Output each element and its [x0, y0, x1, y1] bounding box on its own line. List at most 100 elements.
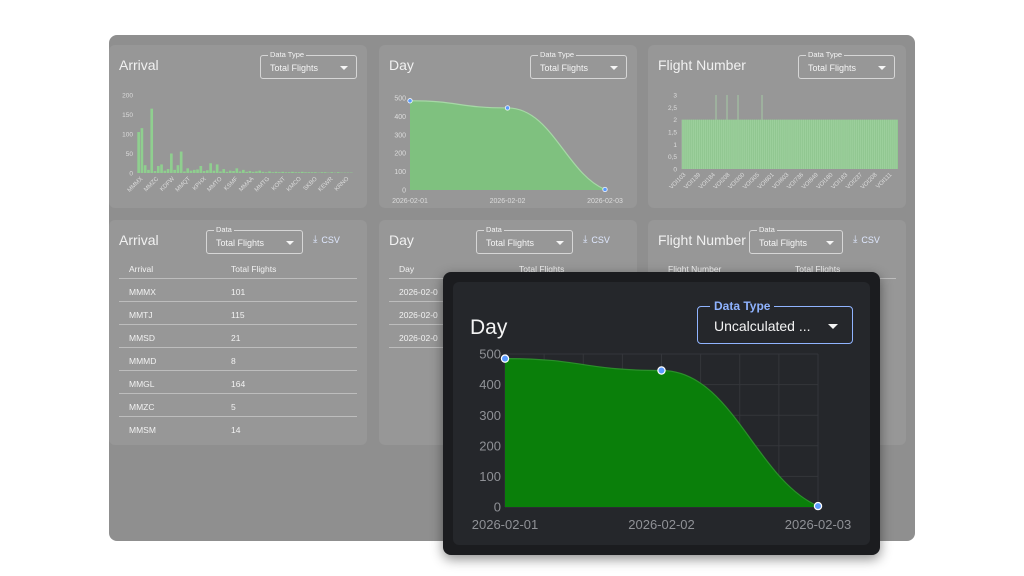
table-row[interactable]: MMTJ 115	[119, 302, 357, 325]
table-cell: MMZC	[129, 402, 155, 412]
bar	[297, 172, 301, 173]
csv-download-button[interactable]: ⤓ CSV	[853, 234, 880, 245]
chevron-down-icon	[878, 66, 886, 70]
table-row[interactable]: MMSM 14	[119, 417, 357, 440]
table-row[interactable]: MMMD 8	[119, 348, 357, 371]
table-row[interactable]: MMGL 164	[119, 371, 357, 394]
data-dropdown[interactable]: Data Total Flights	[476, 225, 573, 254]
x-tick-label: 2026-02-03	[785, 517, 852, 532]
x-tick-label: 2026-02-02	[628, 517, 695, 532]
data-type-dropdown[interactable]: Data Type Total Flights	[798, 50, 895, 79]
dropdown-value: Total Flights	[759, 238, 808, 248]
bar	[238, 171, 242, 173]
y-tick-label: 500	[394, 95, 406, 102]
arrival-chart-card: Arrival Data Type Total Flights 0 50 100 15…	[109, 45, 367, 208]
card-title: Day	[389, 57, 414, 73]
bar	[212, 170, 216, 173]
table-cell: 2026-02-0	[399, 287, 438, 297]
x-tick-label: MMTO	[207, 176, 224, 193]
chevron-down-icon	[556, 241, 564, 245]
bar	[284, 172, 288, 173]
chevron-down-icon	[826, 241, 834, 245]
x-tick-label: 2026-02-03	[587, 198, 623, 205]
csv-label: CSV	[591, 234, 610, 245]
flight-bar-chart: 00,511,522,53VOI103VOI139VOI184VOI208VOI…	[668, 93, 898, 191]
y-tick-label: 1,5	[668, 130, 677, 137]
bar	[271, 172, 275, 173]
column-header: Arrival	[129, 264, 154, 274]
data-type-dropdown[interactable]: Data Type Total Flights	[530, 50, 627, 79]
y-tick-label: 500	[479, 347, 501, 362]
bar	[228, 170, 232, 173]
csv-label: CSV	[321, 234, 340, 245]
chevron-down-icon	[286, 241, 294, 245]
bar	[251, 171, 255, 173]
bar	[314, 172, 317, 173]
data-point	[500, 354, 510, 363]
data-dropdown[interactable]: Data Total Flights	[749, 225, 843, 254]
dropdown-label: Data Type	[268, 50, 307, 59]
bar	[206, 170, 209, 173]
bar	[189, 170, 193, 173]
bar	[258, 170, 262, 173]
card-title: Arrival	[119, 232, 159, 248]
bar	[307, 172, 311, 173]
arrival-table-card: Arrival Data Total Flights ⤓ CSV Arrival…	[109, 220, 367, 445]
y-tick-label: 400	[394, 114, 406, 121]
dropdown-value: Total Flights	[808, 63, 857, 73]
table-cell: MMSD	[129, 333, 155, 343]
dropdown-value: Total Flights	[270, 63, 319, 73]
table-row[interactable]: MMMX 101	[119, 279, 357, 302]
csv-download-button[interactable]: ⤓ CSV	[583, 234, 610, 245]
y-tick-label: 50	[126, 151, 134, 158]
table-cell: 2026-02-0	[399, 310, 438, 320]
y-tick-label: 2,5	[668, 105, 677, 112]
y-tick-label: 100	[122, 132, 133, 139]
y-tick-label: 200	[122, 93, 133, 100]
column-header: Flight Number	[668, 264, 722, 274]
y-tick-label: 2	[673, 117, 677, 124]
x-tick-label: MMMX	[127, 176, 145, 194]
bar	[163, 170, 167, 173]
bar	[183, 171, 186, 173]
y-tick-label: 300	[479, 408, 501, 423]
csv-download-button[interactable]: ⤓ CSV	[313, 234, 340, 245]
bar	[248, 171, 252, 173]
dropdown-value: Total Flights	[486, 238, 535, 248]
dropdown-value: Total Flights	[216, 238, 265, 248]
x-tick-label: 2026-02-01	[392, 198, 428, 205]
bar	[323, 172, 327, 173]
bar	[320, 172, 324, 173]
data-type-dropdown[interactable]: Data Type Uncalculated ...	[697, 299, 853, 344]
data-type-dropdown[interactable]: Data Type Total Flights	[260, 50, 357, 79]
bar	[304, 172, 307, 173]
data-dropdown[interactable]: Data Total Flights	[206, 225, 303, 254]
download-icon: ⤓	[853, 234, 858, 245]
bar	[209, 163, 212, 173]
y-tick-label: 300	[394, 132, 406, 139]
table-row[interactable]: MMSD 21	[119, 325, 357, 348]
x-tick-label: KSMF	[223, 176, 239, 192]
chevron-down-icon	[610, 66, 618, 70]
bar	[147, 169, 150, 173]
x-tick-label: KONT	[271, 176, 287, 192]
bar	[242, 169, 245, 173]
day-chart-card: Day Data Type Total Flights 0 100 200 300 40…	[379, 45, 637, 208]
bar	[156, 165, 160, 173]
y-tick-label: 0	[129, 171, 133, 178]
bar	[196, 169, 199, 173]
bar	[170, 153, 173, 173]
table-header: Arrival Total Flights	[119, 256, 357, 279]
dropdown-label: Data	[214, 225, 234, 234]
bar	[137, 132, 140, 173]
day-area	[410, 100, 605, 190]
y-tick-label: 200	[479, 438, 501, 453]
bar	[291, 171, 294, 173]
download-icon: ⤓	[583, 234, 588, 245]
bar	[215, 164, 219, 173]
flight-chart-card: Flight Number Data Type Total Flights 0 0…	[648, 45, 906, 208]
bar	[268, 171, 271, 173]
bar	[264, 172, 268, 173]
table-row[interactable]: MMZC 5	[119, 394, 357, 417]
